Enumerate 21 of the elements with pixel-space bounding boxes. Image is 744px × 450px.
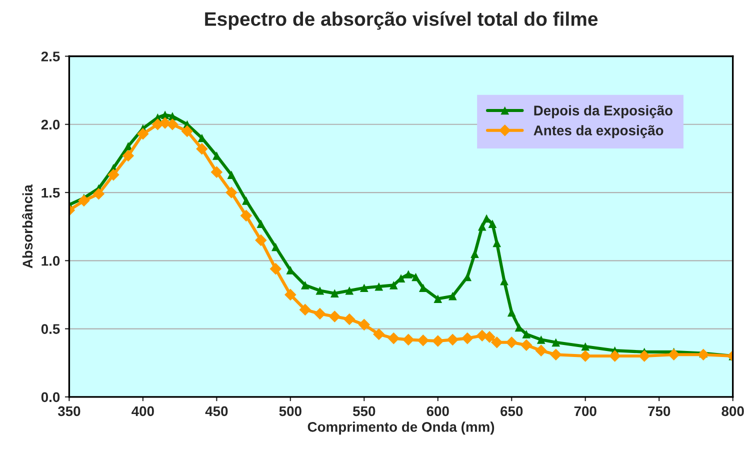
y-tick-label: 2.5 (41, 52, 60, 62)
y-tick-label: 1.0 (42, 256, 60, 266)
y-tick-label: 1.5 (42, 188, 60, 198)
x-tick-label: 700 (574, 406, 596, 416)
y-tick-label: 2.0 (41, 120, 60, 130)
x-tick-label: 750 (648, 406, 670, 416)
x-tick-label: 400 (132, 406, 154, 416)
x-tick-label: 800 (722, 406, 744, 416)
x-tick-label: 650 (500, 406, 523, 416)
y-tick-label: 0.5 (41, 324, 60, 334)
y-axis-title: Absorbância (22, 184, 33, 268)
x-tick-label: 350 (58, 406, 80, 416)
x-tick-label: 600 (426, 406, 449, 416)
x-tick-label: 550 (352, 406, 376, 416)
legend-label: Antes da exposição (534, 125, 664, 138)
x-axis-title: Comprimento de Onda (mm) (308, 422, 494, 435)
x-tick-label: 450 (205, 406, 228, 416)
legend-label: Depois da Exposição (534, 105, 673, 118)
x-tick-label: 500 (279, 406, 302, 416)
y-tick-label: 0.0 (41, 392, 60, 402)
chart-title: Espectro de absorção visível total do filme (205, 11, 598, 30)
